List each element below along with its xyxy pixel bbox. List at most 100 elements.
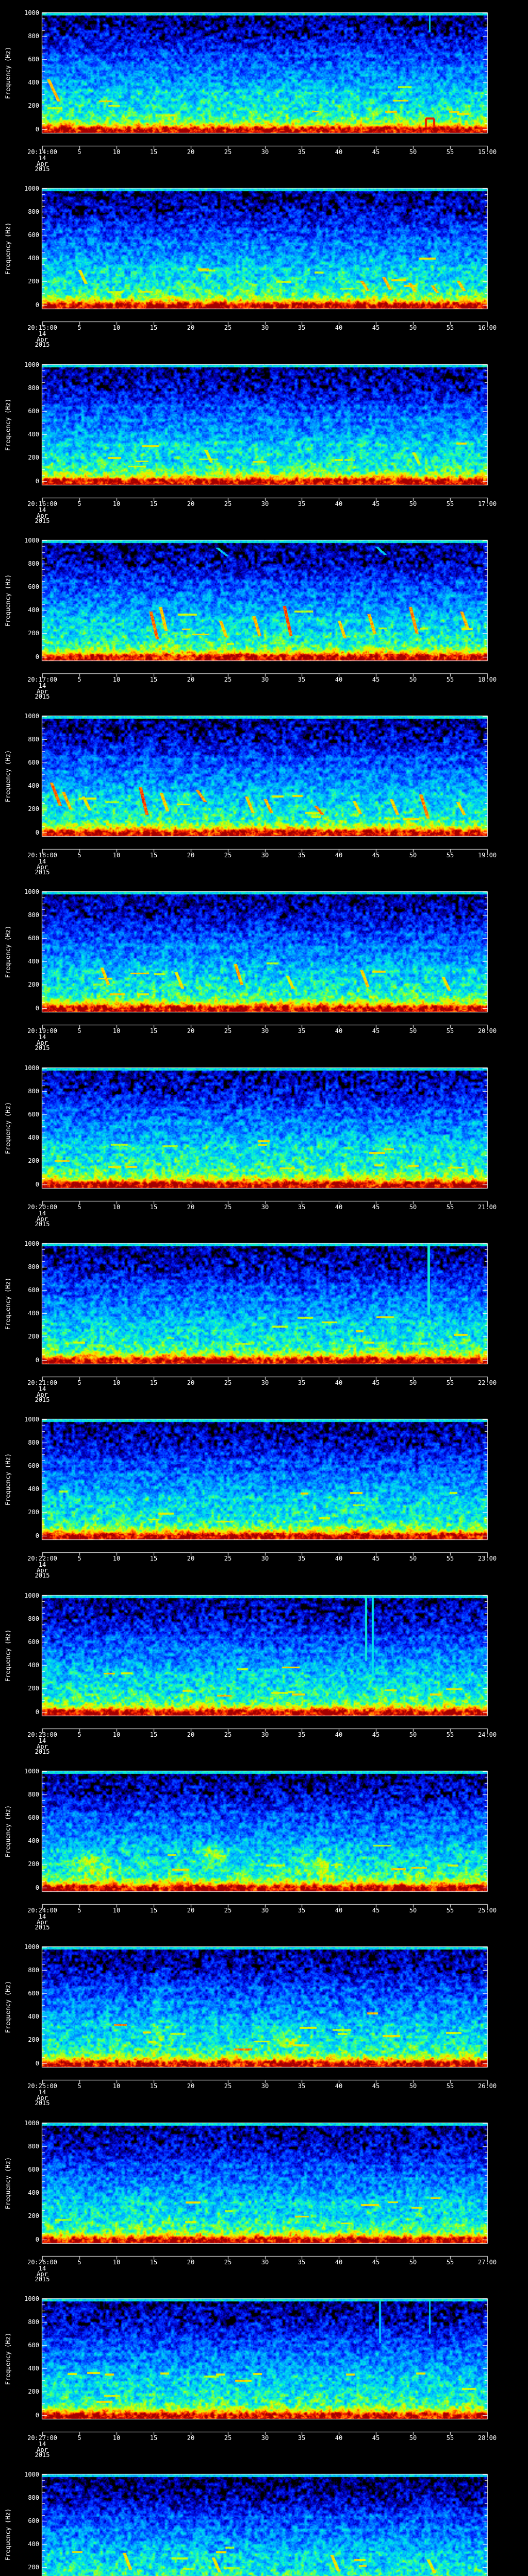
freq-tick-label: 400 [28,2540,39,2548]
time-axis-tick-label: 45 [372,1555,380,1562]
spectrogram-panel: Frequency (Hz) 0 200 400 600 800 1000 20:22:00… [0,1406,528,1583]
time-axis-tick-label: 10 [112,2082,121,2090]
date-day: 14 [38,2265,46,2272]
freq-tick-label: 0 [35,1884,39,1891]
spectrogram-canvas [0,352,528,528]
time-axis-tick-label: 35 [298,2082,306,2090]
time-axis-tick-label: 5 [77,676,81,683]
time-axis-tick-label: 20 [187,1204,195,1211]
time-axis-tick-label: 45 [372,1731,380,1738]
date-year: 2015 [35,1396,50,1403]
time-axis-tick-label: 55 [446,2259,454,2266]
time-axis-tick-label: 50 [409,1204,417,1211]
freq-tick-label: 600 [28,1638,39,1646]
freq-tick-label: 600 [28,2517,39,2524]
time-axis-tick-label: 40 [335,2082,343,2090]
time-axis-tick-label: 40 [335,500,343,507]
time-axis-end-label: 24:00 [477,1731,497,1738]
spectrogram-panel: Frequency (Hz) 0200400600800100020:28:00… [0,2462,528,2576]
time-axis-tick-label: 55 [446,1027,454,1035]
time-axis-tick-label: 25 [224,1204,232,1211]
time-axis-tick-label: 35 [298,1204,306,1211]
freq-tick-label: 0 [35,653,39,660]
freq-tick-label: 800 [28,2143,39,2150]
time-axis-tick-label: 35 [298,2434,306,2442]
time-axis-tick-label: 25 [224,852,232,859]
time-axis-tick-label: 45 [372,1027,380,1035]
time-axis-start-label: 20:16:00 [27,500,57,507]
time-axis-tick-label: 25 [224,1027,232,1035]
time-axis-tick-label: 30 [261,852,269,859]
time-axis-start-label: 20:20:00 [27,1204,57,1211]
freq-tick-label: 200 [28,102,39,109]
time-axis-tick-label: 30 [261,1731,269,1738]
freq-tick-label: 1000 [24,9,39,16]
time-axis-tick-label: 5 [77,2082,81,2090]
time-axis-tick-label: 20 [187,852,195,859]
freq-tick-label: 800 [28,32,39,40]
freq-tick-label: 400 [28,2365,39,2372]
freq-tick-label: 800 [28,560,39,567]
date-year: 2015 [35,341,50,348]
spectrogram-panel: Frequency (Hz) 0 200 400 600 800 1000 20:24:00… [0,1758,528,1935]
time-axis-tick-label: 5 [77,1379,81,1386]
freq-tick-label: 400 [28,2189,39,2196]
freq-tick-label: 0 [35,478,39,485]
time-axis-tick-label: 30 [261,676,269,683]
time-axis-tick-label: 45 [372,2082,380,2090]
time-axis-tick-label: 45 [372,2259,380,2266]
time-axis-tick-label: 50 [409,1907,417,1914]
time-axis-tick-label: 55 [446,676,454,683]
freq-tick-label: 600 [28,1286,39,1294]
spectrogram-panel: Frequency (Hz) 0 200 400 600 800 1000 20:15:00… [0,176,528,352]
time-axis-start-label: 20:18:00 [27,852,57,859]
time-axis-start-label: 20:14:00 [27,148,57,156]
time-axis-tick-label: 25 [224,1731,232,1738]
freq-tick-label: 1000 [24,1768,39,1775]
date-day: 14 [38,1913,46,1920]
date-day: 14 [38,2089,46,2096]
spectrogram-canvas [0,528,528,704]
time-axis-tick-label: 10 [112,2259,121,2266]
freq-tick-label: 200 [28,1509,39,1516]
time-axis-tick-label: 20 [187,1027,195,1035]
freq-tick-label: 800 [28,208,39,215]
time-axis-tick-label: 10 [112,1379,121,1386]
date-month: Apr [37,687,48,695]
time-axis-start-label: 20:24:00 [27,1907,57,1914]
time-axis-tick-label: 45 [372,324,380,331]
time-axis-tick-label: 40 [335,324,343,331]
time-axis-tick-label: 40 [335,676,343,683]
date-month: Apr [37,512,48,519]
time-axis-tick-label: 25 [224,1555,232,1562]
time-axis-tick-label: 45 [372,852,380,859]
time-axis-tick-label: 30 [261,1379,269,1386]
freq-tick-label: 600 [28,1814,39,1821]
date-day: 14 [38,682,46,689]
time-axis-start-label: 20:27:00 [27,2434,57,2442]
freq-tick-label: 0 [35,1005,39,1012]
time-axis-tick-label: 40 [335,1907,343,1914]
date-day: 14 [38,330,46,337]
spectrogram-canvas [0,703,528,879]
time-axis-tick-label: 35 [298,1379,306,1386]
freq-tick-label: 800 [28,2494,39,2501]
freq-tick-label: 400 [28,2013,39,2020]
time-axis-tick-label: 25 [224,148,232,156]
time-axis-tick-label: 20 [187,2434,195,2442]
freq-tick-label: 800 [28,911,39,919]
time-axis-end-label: 19:00 [477,852,497,859]
time-axis-end-label: 20:00 [477,1027,497,1035]
date-day: 14 [38,2441,46,2448]
freq-tick-label: 800 [28,384,39,392]
freq-tick-label: 0 [35,829,39,836]
time-axis-tick-label: 5 [77,500,81,507]
date-year: 2015 [35,869,50,876]
freq-tick-label: 600 [28,1990,39,1997]
time-axis-tick-label: 30 [261,1555,269,1562]
freq-tick-label: 800 [28,1967,39,1974]
spectrogram-panel: Frequency (Hz) 0 200 400 600 800 1000 20:25:00… [0,1934,528,2110]
time-axis-tick-label: 15 [150,500,158,507]
time-axis-tick-label: 10 [112,2434,121,2442]
time-axis-tick-label: 15 [150,2082,158,2090]
